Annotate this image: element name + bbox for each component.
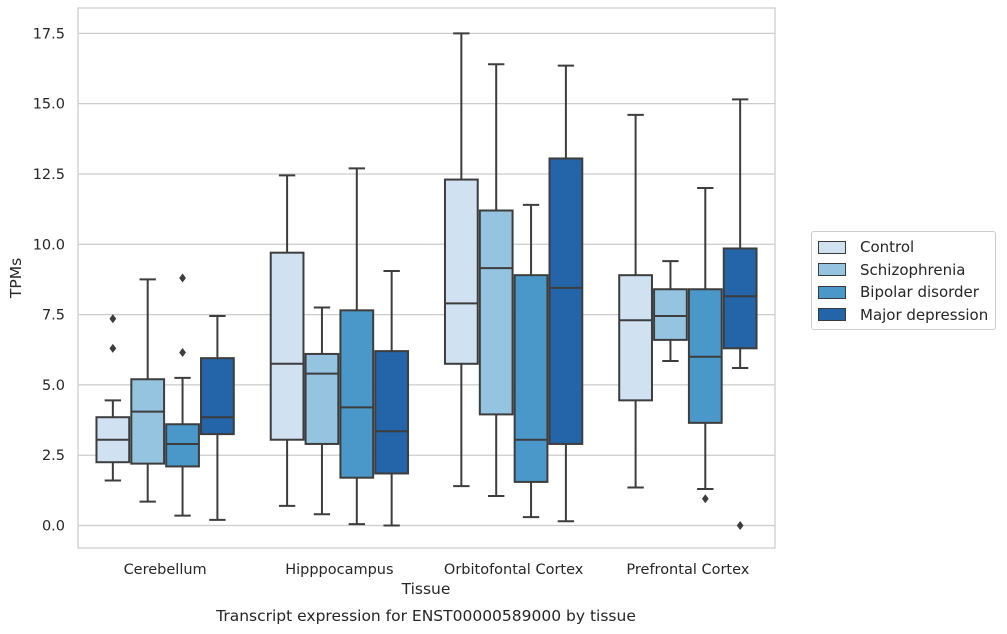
outlier-point <box>109 314 117 324</box>
legend-swatch <box>818 240 846 254</box>
legend-swatch <box>818 285 846 299</box>
x-tick-label: Hipppocampus <box>285 562 393 578</box>
legend-item: Major depression <box>818 304 995 327</box>
chart-legend: Control Schizophrenia Bipolar disorder Majo… <box>811 231 996 330</box>
iqr-box <box>130 378 166 465</box>
iqr-box <box>269 251 305 441</box>
legend-label: Major depression <box>860 305 989 324</box>
iqr-box <box>374 350 410 475</box>
box-0-2 <box>165 273 200 517</box>
box-1-2 <box>339 167 375 526</box>
legend-item: Schizophrenia <box>818 259 995 282</box>
outlier-point <box>109 343 117 353</box>
box-3-2 <box>687 187 723 504</box>
outlier-point <box>701 494 709 504</box>
plot-area <box>77 7 776 549</box>
box-0-0 <box>95 314 131 482</box>
box-1-0 <box>269 174 305 507</box>
outlier-point <box>179 348 186 358</box>
legend-label: Control <box>860 238 915 257</box>
iqr-box <box>339 309 375 479</box>
y-axis-label: TPMs <box>7 258 25 299</box>
y-tick-label: 15.0 <box>33 97 65 113</box>
iqr-box <box>304 352 340 445</box>
legend-item: Bipolar disorder <box>818 281 995 304</box>
iqr-box <box>618 274 653 402</box>
x-tick-label: Cerebellum <box>124 562 207 578</box>
box-2-0 <box>443 32 479 488</box>
iqr-box <box>165 423 200 468</box>
box-2-3 <box>548 64 584 523</box>
y-tick-label: 17.5 <box>33 26 65 42</box>
box-2-1 <box>478 63 514 497</box>
figure-caption: Transcript expression for ENST0000058900… <box>216 607 636 625</box>
axis-ticks: 0.0 2.5 5.0 7.5 10.0 12.5 15.0 17.5 Cerebellum Hi… <box>33 26 750 578</box>
box-0-1 <box>130 278 166 503</box>
iqr-box <box>722 247 758 350</box>
legend-item: Control <box>818 236 995 259</box>
y-tick-label: 0.0 <box>42 519 65 535</box>
y-tick-label: 12.5 <box>33 167 65 183</box>
outlier-point <box>736 521 744 530</box>
iqr-box <box>513 274 549 483</box>
legend-label: Schizophrenia <box>860 260 966 279</box>
box-3-0 <box>618 113 653 489</box>
boxes <box>95 32 758 530</box>
box-3-3 <box>722 98 758 530</box>
box-1-1 <box>304 306 340 516</box>
y-tick-label: 7.5 <box>42 308 65 324</box>
legend-swatch <box>818 263 846 277</box>
legend-label: Bipolar disorder <box>860 283 979 302</box>
x-tick-label: Prefrontal Cortex <box>626 562 749 578</box>
x-axis-label: Tissue <box>401 580 451 598</box>
box-0-3 <box>200 314 235 521</box>
x-tick-label: Orbitofontal Cortex <box>444 562 584 578</box>
outlier-point <box>179 273 186 283</box>
iqr-box <box>443 178 479 365</box>
y-tick-label: 2.5 <box>42 448 65 464</box>
box-3-1 <box>653 260 688 362</box>
iqr-box <box>200 357 235 436</box>
iqr-box <box>653 288 688 341</box>
legend-swatch <box>818 308 846 322</box>
iqr-box <box>478 209 514 416</box>
box-2-2 <box>513 203 549 519</box>
y-tick-label: 5.0 <box>42 378 65 394</box>
y-tick-label: 10.0 <box>33 237 65 253</box>
iqr-box <box>548 157 584 445</box>
box-1-3 <box>374 269 410 527</box>
